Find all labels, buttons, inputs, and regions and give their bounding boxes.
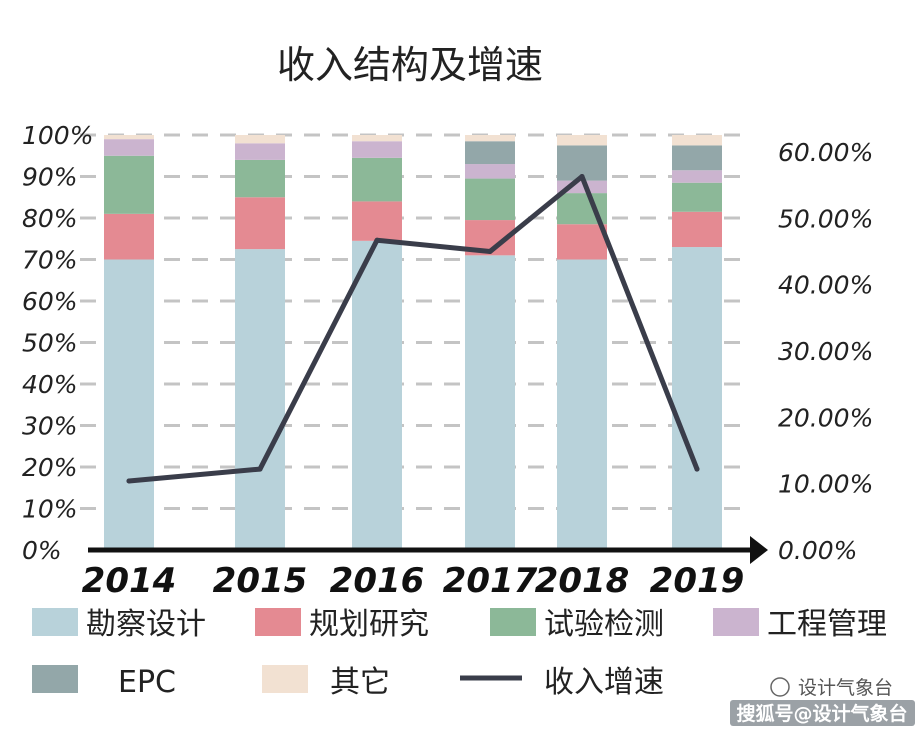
bar-segment: [672, 135, 722, 146]
bar-segment: [465, 255, 515, 550]
bar-segment: [465, 135, 515, 142]
growth-point: [374, 237, 380, 243]
legend-label: 勘察设计: [86, 607, 206, 642]
legend-swatch: [255, 608, 301, 636]
y-right-tick-label: 30.00%: [778, 337, 873, 366]
y-axis-right: 0.00% 10.00% 20.00% 30.00% 40.00% 50.00% 60.00…: [778, 138, 873, 565]
growth-point: [487, 249, 493, 254]
x-axis-arrow: [750, 536, 768, 564]
bar-segment: [465, 178, 515, 221]
bars: [104, 135, 722, 551]
bar-segment: [352, 141, 402, 158]
bar-segment: [352, 135, 402, 142]
bar-segment: [557, 224, 607, 260]
bar-segment: [235, 159, 285, 198]
bar-segment: [104, 135, 154, 140]
bar-segment: [672, 211, 722, 248]
y-right-tick-label: 20.00%: [778, 403, 873, 432]
bar-segment: [104, 213, 154, 260]
x-tick-label: 2016: [330, 561, 425, 601]
y-left-tick-label: 0%: [22, 536, 62, 565]
legend-label: 其它: [330, 665, 390, 700]
legend-swatch: [713, 608, 759, 636]
growth-point: [126, 478, 132, 484]
bar-segment: [104, 139, 154, 156]
y-left-tick-label: 70%: [22, 246, 78, 275]
y-left-tick-label: 100%: [22, 121, 93, 150]
bar-segment: [672, 247, 722, 551]
growth-point: [694, 466, 700, 472]
legend-swatch: [32, 665, 78, 693]
y-right-tick-label: 0.00%: [778, 536, 857, 565]
growth-line: [126, 174, 700, 484]
x-tick-label: 2014: [82, 561, 177, 601]
growth-series-line: [126, 174, 700, 484]
bar-segment: [352, 157, 402, 202]
watermark-line2: 搜狐号@设计气象台: [736, 702, 907, 725]
y-left-tick-label: 30%: [22, 412, 78, 441]
watermark-line1: 设计气象台: [798, 677, 893, 699]
bar-segment: [352, 201, 402, 241]
y-right-tick-label: 40.00%: [778, 271, 873, 300]
y-left-tick-label: 20%: [22, 453, 78, 482]
y-left-tick-label: 10%: [22, 495, 78, 524]
legend-label: EPC: [118, 665, 176, 700]
bar-segment: [557, 259, 607, 550]
y-right-tick-label: 50.00%: [778, 204, 873, 233]
bar-segment: [104, 259, 154, 550]
y-left-tick-label: 50%: [22, 329, 78, 358]
legend-label: 收入增速: [544, 665, 664, 700]
legend-swatch: [490, 608, 536, 636]
y-left-tick-label: 80%: [22, 204, 78, 233]
bar-segment: [104, 155, 154, 214]
bar-segment: [235, 135, 285, 144]
x-tick-label: 2015: [213, 561, 308, 601]
bar-segment: [465, 164, 515, 179]
bar-segment: [352, 240, 402, 550]
legend-swatch: [32, 608, 78, 636]
y-right-tick-label: 10.00%: [778, 470, 873, 499]
legend: 勘察设计 规划研究 试验检测 工程管理 EPC 其它 收入增速: [32, 607, 887, 700]
legend-label: 工程管理: [767, 607, 887, 642]
x-tick-label: 2019: [650, 561, 745, 601]
watermark-bg: [730, 700, 915, 726]
bar-segment: [557, 135, 607, 146]
bar-segment: [235, 249, 285, 550]
watermark: 设计气象台 搜狐号@设计气象台: [730, 677, 915, 726]
chart-title: 收入结构及增速: [277, 43, 543, 87]
growth-point: [257, 466, 263, 472]
y-axis-left: 0% 10% 20% 30% 40% 50% 60% 70% 80% 90% 100%: [22, 121, 93, 565]
y-left-tick-label: 90%: [22, 163, 78, 192]
x-tick-label: 2017: [443, 561, 538, 601]
bar-segment: [672, 182, 722, 212]
bar-segment: [235, 143, 285, 160]
wechat-icon: [770, 677, 790, 697]
legend-swatch: [262, 665, 308, 693]
bar-segment: [672, 145, 722, 171]
y-left-tick-label: 40%: [22, 370, 78, 399]
legend-label: 试验检测: [544, 607, 664, 642]
y-right-tick-label: 60.00%: [778, 138, 873, 167]
y-left-tick-label: 60%: [22, 287, 78, 316]
growth-point: [579, 174, 585, 180]
legend-label: 规划研究: [309, 607, 429, 642]
bar-segment: [465, 141, 515, 165]
bar-segment: [672, 170, 722, 183]
x-tick-label: 2018: [535, 561, 630, 601]
bar-segment: [235, 197, 285, 250]
